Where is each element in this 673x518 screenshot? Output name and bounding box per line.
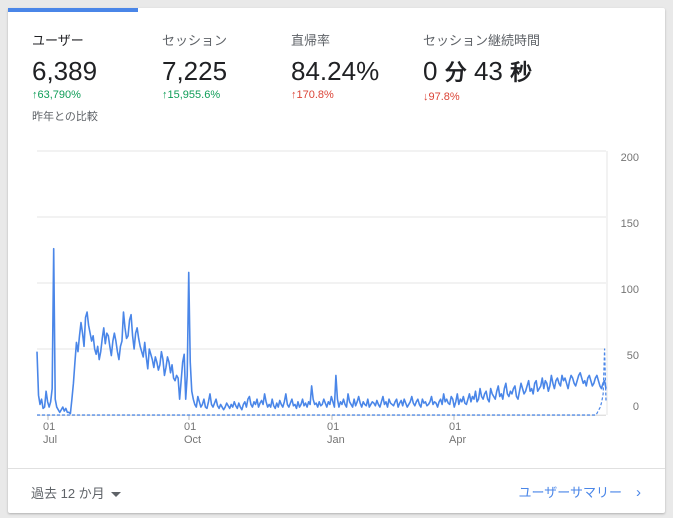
metric-tab-bounce-rate[interactable]: 直帰率 84.24% ↑170.8% [291, 32, 379, 102]
user-summary-link[interactable]: ユーザーサマリー › [519, 482, 641, 501]
arrow-up-icon: ↑ [32, 89, 38, 101]
metric-value: 0 分 43 秒 [423, 56, 540, 88]
arrow-up-icon: ↑ [162, 89, 168, 101]
metric-label: セッション継続時間 [423, 33, 541, 48]
metric-label: 直帰率 [291, 33, 331, 48]
duration-seconds: 43 [473, 56, 503, 86]
active-tab-indicator [8, 8, 138, 12]
metric-label: ユーザー [32, 33, 84, 48]
y-tick-label: 100 [621, 284, 639, 296]
x-tick-day-label: 01 [327, 421, 339, 433]
x-tick-month-label: Jan [327, 434, 345, 446]
metric-value: 7,225 [162, 56, 228, 86]
x-tick-month-label: Oct [184, 434, 201, 446]
metric-tab-sessions[interactable]: セッション 7,225 ↑15,955.6% [162, 32, 227, 102]
metric-delta: ↓97.8% [423, 90, 540, 104]
metric-value: 84.24% [291, 56, 380, 86]
date-range-label: 過去 12 か月 [31, 486, 105, 501]
x-tick-month-label: Jul [43, 434, 57, 446]
x-tick-day-label: 01 [43, 421, 55, 433]
metric-tab-users[interactable]: ユーザー 6,389 ↑63,790% [32, 32, 97, 102]
chevron-right-icon: › [636, 484, 641, 501]
metric-tab-session-duration[interactable]: セッション継続時間 0 分 43 秒 ↓97.8% [423, 32, 540, 104]
metric-delta: ↑170.8% [291, 88, 379, 102]
user-summary-label: ユーザーサマリー [518, 485, 622, 500]
arrow-down-icon: ↓ [423, 91, 429, 103]
y-tick-label: 50 [627, 350, 639, 362]
primary-series-line [36, 247, 607, 415]
x-tick-month-label: Apr [449, 434, 466, 446]
date-range-dropdown[interactable]: 過去 12 か月 [31, 483, 121, 502]
y-tick-label: 0 [633, 401, 639, 413]
y-tick-label: 200 [621, 152, 639, 164]
comparison-note: 昨年との比較 [32, 111, 98, 123]
delta-text: 170.8% [296, 89, 334, 101]
arrow-up-icon: ↑ [291, 89, 297, 101]
x-tick-day-label: 01 [449, 421, 461, 433]
x-tick-day-label: 01 [184, 421, 196, 433]
metric-label: セッション [162, 33, 228, 48]
duration-seconds-unit: 秒 [510, 60, 533, 85]
y-tick-label: 150 [621, 218, 639, 230]
card-footer: 過去 12 か月 ユーザーサマリー › [8, 468, 665, 514]
duration-minutes: 0 [423, 56, 438, 86]
delta-text: 63,790% [37, 89, 81, 101]
delta-text: 97.8% [428, 91, 460, 103]
overview-card: ユーザー 6,389 ↑63,790% セッション 7,225 ↑15,955.… [8, 8, 665, 513]
caret-down-icon [110, 492, 121, 498]
metric-delta: ↑63,790% [32, 88, 97, 102]
metric-value: 6,389 [32, 56, 98, 86]
metric-delta: ↑15,955.6% [162, 88, 227, 102]
duration-minutes-unit: 分 [444, 60, 467, 85]
delta-text: 15,955.6% [167, 89, 221, 101]
